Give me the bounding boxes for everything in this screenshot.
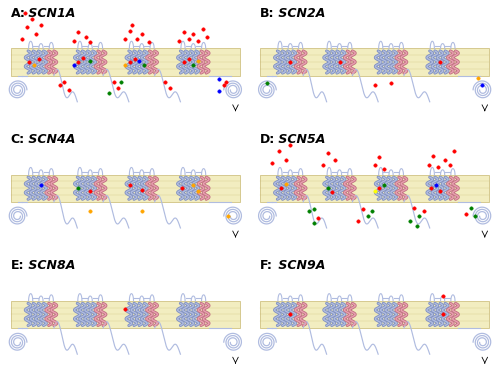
Text: SCN8A: SCN8A [24, 259, 76, 272]
Text: SCN2A: SCN2A [274, 7, 325, 20]
Bar [10, 174, 240, 202]
Text: C:: C: [10, 133, 24, 146]
Text: SCN4A: SCN4A [24, 133, 76, 146]
Text: E:: E: [10, 259, 24, 272]
Bar [10, 301, 240, 328]
Text: D:: D: [260, 133, 275, 146]
Text: A:: A: [10, 7, 26, 20]
Bar [260, 174, 490, 202]
Bar [260, 48, 490, 76]
Bar [10, 48, 240, 76]
Text: SCN5A: SCN5A [274, 133, 325, 146]
Text: F:: F: [260, 259, 272, 272]
Text: SCN9A: SCN9A [274, 259, 325, 272]
Bar [260, 301, 490, 328]
Text: SCN1A: SCN1A [24, 7, 76, 20]
Text: B:: B: [260, 7, 274, 20]
